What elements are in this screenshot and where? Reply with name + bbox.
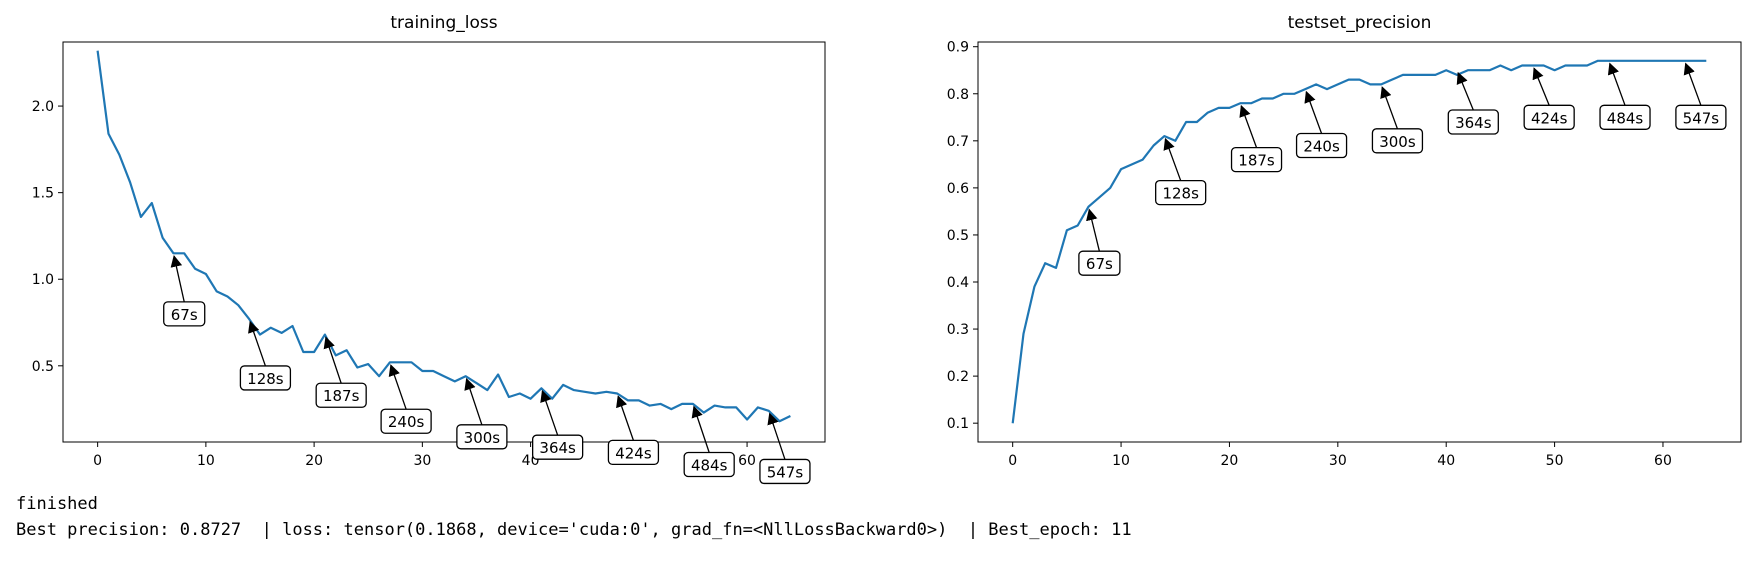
- x-tick-label: 60: [1654, 453, 1672, 469]
- annotation-label: 67s: [171, 306, 198, 324]
- annotation-box: [1155, 179, 1207, 206]
- annotation-label: 364s: [539, 439, 576, 457]
- chart-2: testset_precision 0 10 20 30 40 50 60 0.1 0.2 0.3 0…: [947, 13, 1742, 469]
- y-tick-label: 0.5: [32, 359, 54, 375]
- annotation-label: 547s: [767, 463, 804, 481]
- annotation-label: 240s: [1303, 138, 1340, 156]
- annotation-label: 128s: [1162, 185, 1199, 203]
- annotation-label: 187s: [1238, 152, 1275, 170]
- annotation-label: 240s: [388, 413, 425, 431]
- series-line: [96, 50, 791, 423]
- y-tick-label: 0.2: [947, 369, 969, 385]
- y-tick-label: 1.0: [32, 272, 54, 288]
- annotation-box: [1371, 128, 1424, 154]
- x-tick-label: 40: [1437, 453, 1455, 469]
- x-tick-label: 30: [1329, 453, 1347, 469]
- annotation-label: 128s: [247, 370, 284, 388]
- annotation-arrow: [1163, 137, 1182, 181]
- annotation-box: [315, 382, 367, 408]
- annotation-box: [532, 434, 584, 460]
- y-tick-label: 0.5: [947, 228, 969, 244]
- x-tick-label: 20: [1221, 453, 1239, 469]
- figure: training_loss 0 10 20 30 40 50 60 0.5 1.0 1.5 2.0 67…: [32, 13, 1742, 485]
- annotation-arrow: [540, 390, 559, 436]
- console-summary-line: Best precision: 0.8727 | loss: tensor(0.…: [16, 520, 1132, 540]
- chart-1: training_loss01020304050600.51.01.52.067…: [32, 13, 826, 485]
- x-tick-label: 60: [738, 453, 756, 469]
- annotation-box: [163, 301, 206, 327]
- annotation-box: [1675, 104, 1727, 130]
- annotation-arrow: [170, 255, 185, 303]
- y-tick-label: 0.3: [947, 322, 969, 338]
- y-tick-label: 0.9: [947, 40, 969, 56]
- annotation-box: [1295, 132, 1348, 159]
- y-tick-label: 0.8: [947, 87, 969, 103]
- annotation-arrow: [464, 377, 483, 426]
- annotation-label: 424s: [615, 444, 652, 462]
- annotation-label: 547s: [1683, 109, 1720, 127]
- annotation-box: [1523, 104, 1575, 130]
- x-tick-label: 30: [413, 453, 431, 469]
- series-line: [1011, 59, 1707, 424]
- annotation-arrow: [1304, 90, 1323, 134]
- chart-title: testset_precision: [1288, 13, 1432, 33]
- annotation-arrow: [323, 336, 342, 384]
- annotation-box: [1230, 146, 1283, 173]
- annotation-label: 424s: [1531, 109, 1568, 127]
- console-status-line: finished: [16, 494, 98, 514]
- annotation-arrow: [1239, 104, 1258, 148]
- x-tick-label: 20: [305, 453, 323, 469]
- annotation-arrow: [767, 412, 786, 460]
- annotation-arrow: [248, 320, 267, 367]
- chart-title: training_loss: [390, 13, 497, 33]
- axes-frame: [977, 41, 1742, 443]
- annotation-arrow: [616, 395, 635, 441]
- annotation-arrow: [1607, 62, 1626, 106]
- annotation-box: [239, 365, 292, 391]
- annotation-label: 364s: [1455, 114, 1492, 132]
- annotation-box: [1078, 250, 1121, 276]
- y-tick-label: 2.0: [32, 99, 54, 115]
- x-tick-label: 0: [93, 453, 102, 469]
- annotation-arrow: [1683, 62, 1702, 106]
- annotation-arrow: [1456, 71, 1474, 111]
- annotation-box: [683, 451, 735, 478]
- annotation-label: 67s: [1086, 255, 1113, 273]
- x-tick-label: 50: [1546, 453, 1564, 469]
- annotation-box: [607, 439, 660, 466]
- y-tick-label: 0.1: [947, 416, 969, 432]
- annotation-arrow: [691, 405, 710, 453]
- annotation-label: 300s: [464, 429, 501, 447]
- annotation-label: 484s: [691, 457, 728, 475]
- x-tick-label: 0: [1008, 453, 1017, 469]
- annotation-arrow: [388, 364, 407, 410]
- annotation-box: [380, 408, 432, 434]
- annotation-arrow: [1086, 208, 1101, 252]
- y-tick-label: 0.6: [947, 181, 969, 197]
- x-tick-label: 10: [1112, 453, 1130, 469]
- annotation-box: [759, 458, 811, 485]
- axes-frame: [62, 41, 826, 443]
- annotation-box: [456, 424, 508, 450]
- annotation-arrow: [1380, 86, 1399, 130]
- x-tick-label: 10: [197, 453, 215, 469]
- annotation-box: [1447, 109, 1499, 135]
- annotation-label: 187s: [323, 387, 360, 405]
- y-tick-label: 0.4: [947, 275, 969, 291]
- y-tick-label: 1.5: [32, 186, 54, 202]
- y-tick-label: 0.7: [947, 134, 969, 150]
- annotation-label: 300s: [1379, 133, 1416, 151]
- annotation-label: 484s: [1607, 109, 1644, 127]
- annotation-arrow: [1532, 67, 1550, 106]
- annotation-box: [1599, 104, 1651, 130]
